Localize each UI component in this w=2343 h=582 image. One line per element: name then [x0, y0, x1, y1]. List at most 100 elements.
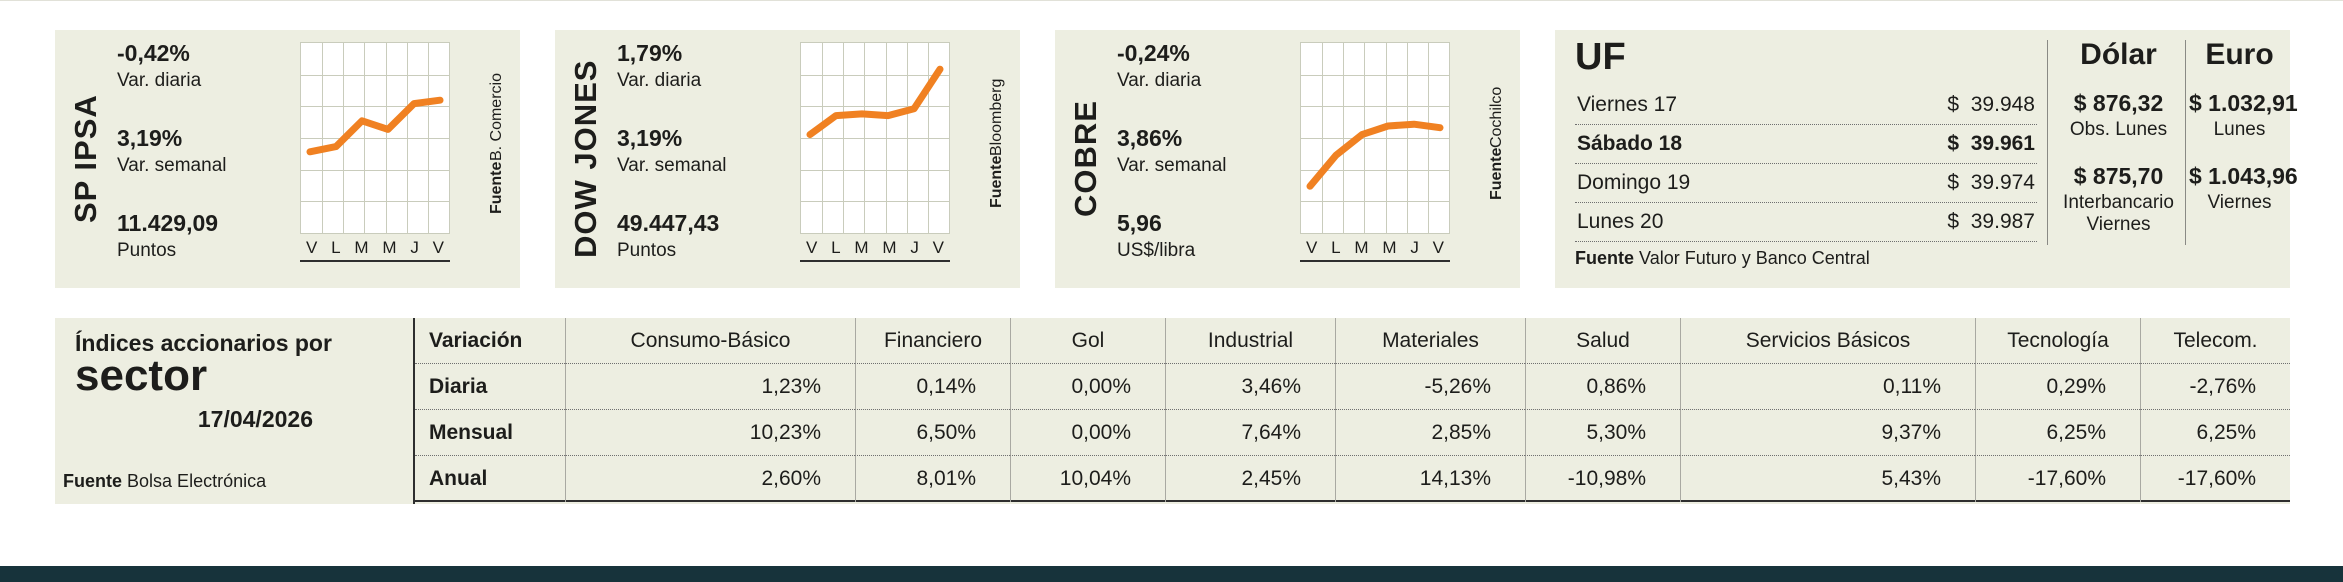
index-card-dow-jones: DOW JONES 1,79% Var. diaria 3,19% Var. s…: [555, 30, 1020, 288]
x-tick: M: [854, 238, 869, 257]
source-name: Bloomberg: [988, 78, 1005, 156]
source-note: Fuente B. Comercio: [488, 30, 506, 257]
index-points-label: US$/libra: [1117, 240, 1196, 261]
var-semanal-label: Var. semanal: [1117, 155, 1227, 176]
x-axis-labels: V L M M J V: [800, 236, 950, 262]
uf-day: Viernes 17: [1577, 93, 1678, 116]
index-name: SP IPSA: [68, 94, 103, 224]
sector-title-block: Índices accionarios por sector 17/04/202…: [55, 318, 415, 504]
bottom-bar: [0, 566, 2343, 582]
sparkline-chart: [800, 42, 950, 234]
euro-value-1: $ 1.032,91: [2189, 90, 2298, 116]
source-label: Fuente: [1488, 147, 1505, 201]
index-stats: 1,79% Var. diaria 3,19% Var. semanal 49.…: [617, 40, 795, 262]
source-label: Fuente: [988, 155, 1005, 209]
var-diaria-stat: 1,79% Var. diaria: [617, 40, 795, 92]
x-tick: L: [831, 238, 841, 257]
var-diaria-value: 1,79%: [617, 40, 683, 66]
source-note: Fuente Cochilco: [1488, 30, 1506, 257]
uf-title: UF: [1575, 36, 1626, 78]
euro-label-1: Lunes: [2213, 119, 2266, 140]
col-header-consumo-basico: Consumo-Básico: [565, 318, 855, 364]
dolar-title: Dólar: [2080, 38, 2157, 71]
var-diaria-value: -0,42%: [117, 40, 190, 66]
uf-day: Domingo 19: [1577, 171, 1691, 194]
var-semanal-value: 3,19%: [117, 125, 183, 151]
sector-cell: 1,23%: [565, 364, 855, 410]
sector-cell: 0,86%: [1525, 364, 1680, 410]
sector-cell: 0,00%: [1010, 410, 1165, 456]
sector-cell: 0,11%: [1680, 364, 1975, 410]
index-points-value: 5,96: [1117, 210, 1162, 236]
sector-cell: 6,25%: [2140, 410, 2290, 456]
dolar-block: Dólar $ 876,32 Obs. Lunes $ 875,70 Inter…: [2052, 38, 2185, 258]
index-points-stat: 49.447,43 Puntos: [617, 210, 795, 262]
x-tick: M: [382, 238, 397, 257]
dolar-obs-value: $ 876,32: [2073, 90, 2164, 116]
index-points-stat: 11.429,09 Puntos: [117, 210, 295, 262]
uf-value: $ 39.961: [1947, 132, 2035, 155]
sector-cell: -5,26%: [1335, 364, 1525, 410]
x-tick: V: [306, 238, 318, 257]
index-stats: -0,42% Var. diaria 3,19% Var. semanal 11…: [117, 40, 295, 262]
col-header-gol: Gol: [1010, 318, 1165, 364]
var-diaria-value: -0,24%: [1117, 40, 1190, 66]
col-header-servicios-basicos: Servicios Básicos: [1680, 318, 1975, 364]
sector-cell: 2,60%: [565, 456, 855, 502]
x-axis-labels: V L M M J V: [300, 236, 450, 262]
sector-table: Variación Consumo-Básico Financiero Gol …: [415, 318, 2290, 502]
uf-value: $ 39.987: [1947, 210, 2035, 233]
uf-value: $ 39.948: [1947, 93, 2035, 116]
euro-block: Euro $ 1.032,91 Lunes $ 1.043,96 Viernes: [2189, 38, 2298, 236]
sector-section: Índices accionarios por sector 17/04/202…: [55, 318, 2290, 504]
x-tick: L: [1331, 238, 1341, 257]
row-label-mensual: Mensual: [415, 410, 565, 456]
col-header-financiero: Financiero: [855, 318, 1010, 364]
uf-row: Lunes 20 $ 39.987: [1575, 203, 2037, 242]
source-label: Fuente: [63, 471, 123, 491]
var-semanal-stat: 3,19% Var. semanal: [117, 125, 295, 177]
index-points-label: Puntos: [117, 240, 177, 261]
top-rule: [0, 0, 2343, 1]
var-semanal-stat: 3,19% Var. semanal: [617, 125, 795, 177]
sector-title-line2: sector: [75, 351, 208, 400]
x-tick: V: [1306, 238, 1318, 257]
sector-cell: 0,29%: [1975, 364, 2140, 410]
x-tick: J: [1410, 238, 1419, 257]
sector-cell: 10,04%: [1010, 456, 1165, 502]
x-tick: M: [1354, 238, 1369, 257]
sector-cell: 2,45%: [1165, 456, 1335, 502]
sector-cell: 6,25%: [1975, 410, 2140, 456]
index-stats: -0,24% Var. diaria 3,86% Var. semanal 5,…: [1117, 40, 1295, 262]
index-points-value: 49.447,43: [617, 210, 720, 236]
x-tick: M: [354, 238, 369, 257]
index-points-value: 11.429,09: [117, 210, 219, 236]
index-name: COBRE: [1068, 100, 1103, 218]
source-label: Fuente: [488, 161, 505, 214]
sector-cell: -2,76%: [2140, 364, 2290, 410]
sector-cell: 9,37%: [1680, 410, 1975, 456]
index-card-sp-ipsa: SP IPSA -0,42% Var. diaria 3,19% Var. se…: [55, 30, 520, 288]
uf-table: Viernes 17 $ 39.948 Sábado 18 $ 39.961 D…: [1575, 86, 2037, 242]
var-semanal-stat: 3,86% Var. semanal: [1117, 125, 1295, 177]
dolar-obs-label: Obs. Lunes: [2069, 119, 2168, 140]
sector-cell: -17,60%: [1975, 456, 2140, 502]
sector-cell: 0,00%: [1010, 364, 1165, 410]
dolar-inter-value: $ 875,70: [2073, 162, 2164, 189]
var-diaria-label: Var. diaria: [617, 70, 702, 91]
uf-source: Fuente Valor Futuro y Banco Central: [1575, 248, 1870, 269]
var-diaria-stat: -0,42% Var. diaria: [117, 40, 295, 92]
x-tick: J: [410, 238, 419, 257]
uf-row: Domingo 19 $ 39.974: [1575, 164, 2037, 203]
source-note: Fuente Bloomberg: [988, 30, 1006, 257]
col-header-materiales: Materiales: [1335, 318, 1525, 364]
currency-panel: UF Viernes 17 $ 39.948 Sábado 18 $ 39.96…: [1555, 30, 2298, 288]
row-label-anual: Anual: [429, 467, 488, 490]
source-name: Bolsa Electrónica: [127, 471, 267, 491]
index-card-cobre: COBRE -0,24% Var. diaria 3,86% Var. sema…: [1055, 30, 1520, 288]
sector-cell: 0,14%: [855, 364, 1010, 410]
dolar-inter-label: Interbancario Viernes: [2063, 191, 2174, 235]
x-tick: J: [910, 238, 919, 257]
vertical-divider: [2185, 40, 2186, 245]
